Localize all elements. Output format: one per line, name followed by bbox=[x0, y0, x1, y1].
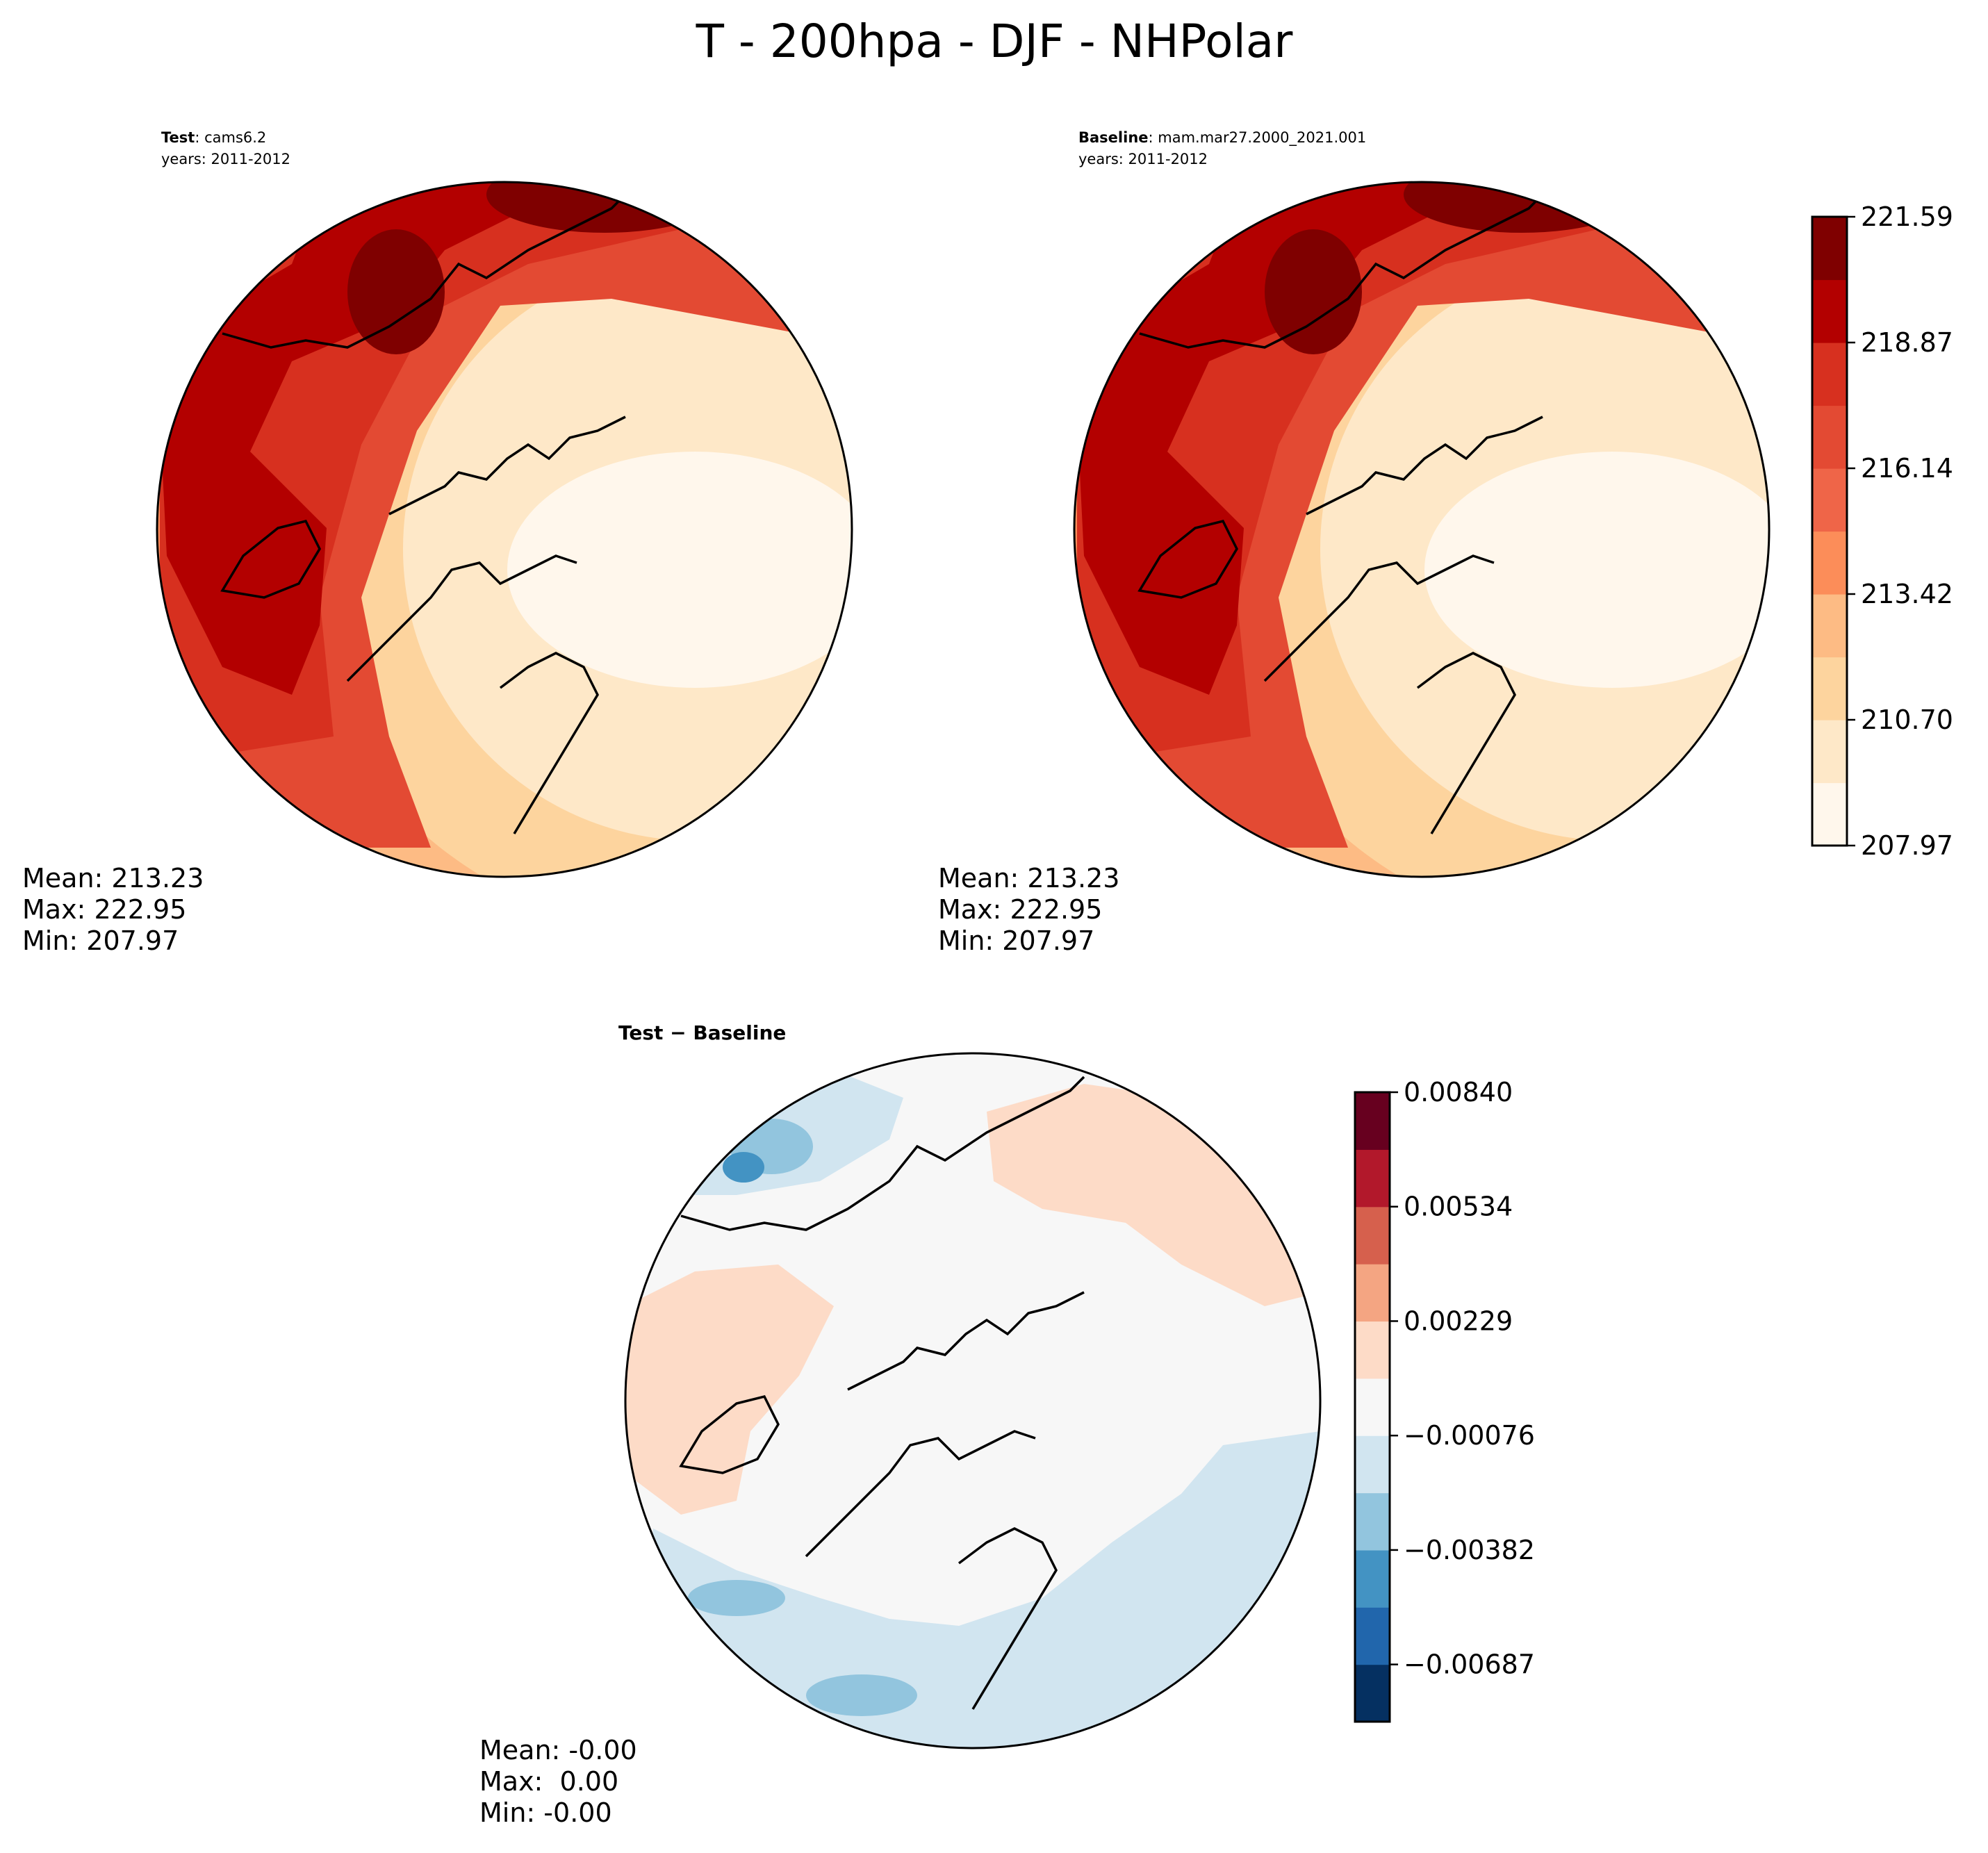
temperature-colorbar-tick-label: 218.87 bbox=[1861, 327, 1953, 358]
temperature-colorbar-tick-label: 221.59 bbox=[1861, 201, 1953, 232]
baseline-label-bold: Baseline bbox=[1078, 129, 1149, 146]
baseline-band-9 bbox=[1424, 452, 1769, 688]
difference-colorbar-segment bbox=[1355, 1492, 1390, 1551]
temperature-colorbar-segment bbox=[1812, 531, 1847, 595]
temperature-colorbar-segment bbox=[1812, 279, 1847, 343]
test-coastlines bbox=[220, 193, 627, 834]
temperature-colorbar-segment bbox=[1812, 405, 1847, 469]
baseline-stat-min: Min: 207.97 bbox=[938, 925, 1094, 956]
temperature-colorbar-tick-label: 210.70 bbox=[1861, 705, 1953, 735]
diff-panel: Test − Baseline Mean: -0.00 Max: 0.00 Mi… bbox=[479, 1021, 1322, 1828]
difference-colorbar-segment bbox=[1355, 1549, 1390, 1608]
difference-colorbar-segment bbox=[1355, 1206, 1390, 1265]
test-stat-min: Min: 207.97 bbox=[22, 925, 179, 956]
difference-colorbar-segment bbox=[1355, 1092, 1390, 1150]
baseline-stat-mean: Mean: 213.23 bbox=[938, 863, 1119, 893]
diff-negative-region-south bbox=[625, 1431, 1320, 1748]
temperature-colorbar-segment bbox=[1812, 343, 1847, 406]
difference-colorbar-segment bbox=[1355, 1607, 1390, 1665]
temperature-colorbar-tick-label: 213.42 bbox=[1861, 579, 1953, 609]
baseline-hot-spot-2 bbox=[1404, 182, 1640, 233]
test-stat-mean: Mean: 213.23 bbox=[22, 863, 204, 893]
test-label-bold: Test bbox=[161, 129, 195, 146]
baseline-stat-max: Max: 222.95 bbox=[938, 894, 1102, 925]
test-map-boundary bbox=[156, 181, 853, 878]
baseline-hot-spot-1 bbox=[1265, 229, 1362, 354]
temperature-colorbar-segment bbox=[1812, 782, 1847, 846]
temperature-colorbar-segment bbox=[1812, 468, 1847, 532]
baseline-panel: Baseline: mam.mar27.2000_2021.001 years:… bbox=[938, 129, 1771, 956]
difference-colorbar-segment bbox=[1355, 1149, 1390, 1208]
difference-colorbar-tick-label: −0.00687 bbox=[1404, 1649, 1535, 1680]
diff-panel-label: Test − Baseline bbox=[618, 1021, 786, 1044]
baseline-map-boundary bbox=[1073, 181, 1771, 878]
diff-negative-spot-3 bbox=[806, 1674, 917, 1716]
test-label-rest: : cams6.2 bbox=[195, 129, 266, 146]
test-stat-max: Max: 222.95 bbox=[22, 894, 186, 925]
baseline-label-rest: : mam.mar27.2000_2021.001 bbox=[1149, 129, 1367, 147]
baseline-panel-label: Baseline: mam.mar27.2000_2021.001 bbox=[1078, 129, 1366, 147]
difference-colorbar-tick-label: 0.00229 bbox=[1404, 1306, 1513, 1336]
difference-colorbar: 0.00840 0.00534 0.00229 −0.00076 −0.00382 −0.… bbox=[1354, 1077, 1535, 1723]
diff-map bbox=[625, 1053, 1320, 1748]
temperature-colorbar: 207.97 210.70 213.42 216.14 218.87 221.59 bbox=[1811, 201, 1953, 861]
difference-colorbar-tick-label: −0.00076 bbox=[1404, 1420, 1535, 1451]
test-hot-spot-2 bbox=[486, 182, 723, 233]
difference-colorbar-segment bbox=[1355, 1264, 1390, 1322]
baseline-map bbox=[1074, 182, 1769, 877]
test-panel-years: years: 2011-2012 bbox=[161, 151, 290, 167]
temperature-colorbar-tick-label: 216.14 bbox=[1861, 453, 1953, 484]
temperature-colorbar-segment bbox=[1812, 217, 1847, 281]
difference-colorbar-segment bbox=[1355, 1435, 1390, 1494]
difference-colorbar-tick-label: 0.00534 bbox=[1404, 1192, 1513, 1222]
baseline-warm-core bbox=[1077, 182, 1682, 695]
temperature-colorbar-frame bbox=[1811, 215, 1848, 847]
difference-colorbar-frame bbox=[1354, 1091, 1391, 1723]
diff-negative-spot-2 bbox=[723, 1152, 764, 1183]
test-band-9 bbox=[507, 452, 852, 688]
diff-map-boundary bbox=[624, 1052, 1322, 1749]
diff-stat-max: Max: 0.00 bbox=[479, 1766, 618, 1797]
temperature-colorbar-segment bbox=[1812, 657, 1847, 720]
test-panel-label: Test: cams6.2 bbox=[161, 129, 266, 146]
diff-stat-min: Min: -0.00 bbox=[479, 1797, 612, 1828]
difference-colorbar-tick-label: −0.00382 bbox=[1404, 1535, 1535, 1565]
figure-title: T - 200hpa - DJF - NHPolar bbox=[696, 15, 1294, 68]
difference-colorbar-tick-label: 0.00840 bbox=[1404, 1077, 1513, 1107]
baseline-coastlines bbox=[1137, 193, 1544, 834]
test-warm-core bbox=[160, 182, 764, 695]
temperature-colorbar-segment bbox=[1812, 594, 1847, 658]
diff-coastlines bbox=[679, 1076, 1085, 1710]
difference-colorbar-segment bbox=[1355, 1321, 1390, 1379]
baseline-panel-years: years: 2011-2012 bbox=[1078, 151, 1208, 167]
temperature-colorbar-segment bbox=[1812, 720, 1847, 784]
difference-colorbar-segment bbox=[1355, 1378, 1390, 1436]
difference-colorbar-segment bbox=[1355, 1664, 1390, 1722]
temperature-colorbar-tick-label: 207.97 bbox=[1861, 830, 1953, 861]
diff-negative-spot-4 bbox=[688, 1580, 785, 1616]
diff-positive-region-west bbox=[625, 1265, 834, 1515]
test-hot-spot-1 bbox=[347, 229, 445, 354]
diff-stat-mean: Mean: -0.00 bbox=[479, 1735, 637, 1765]
